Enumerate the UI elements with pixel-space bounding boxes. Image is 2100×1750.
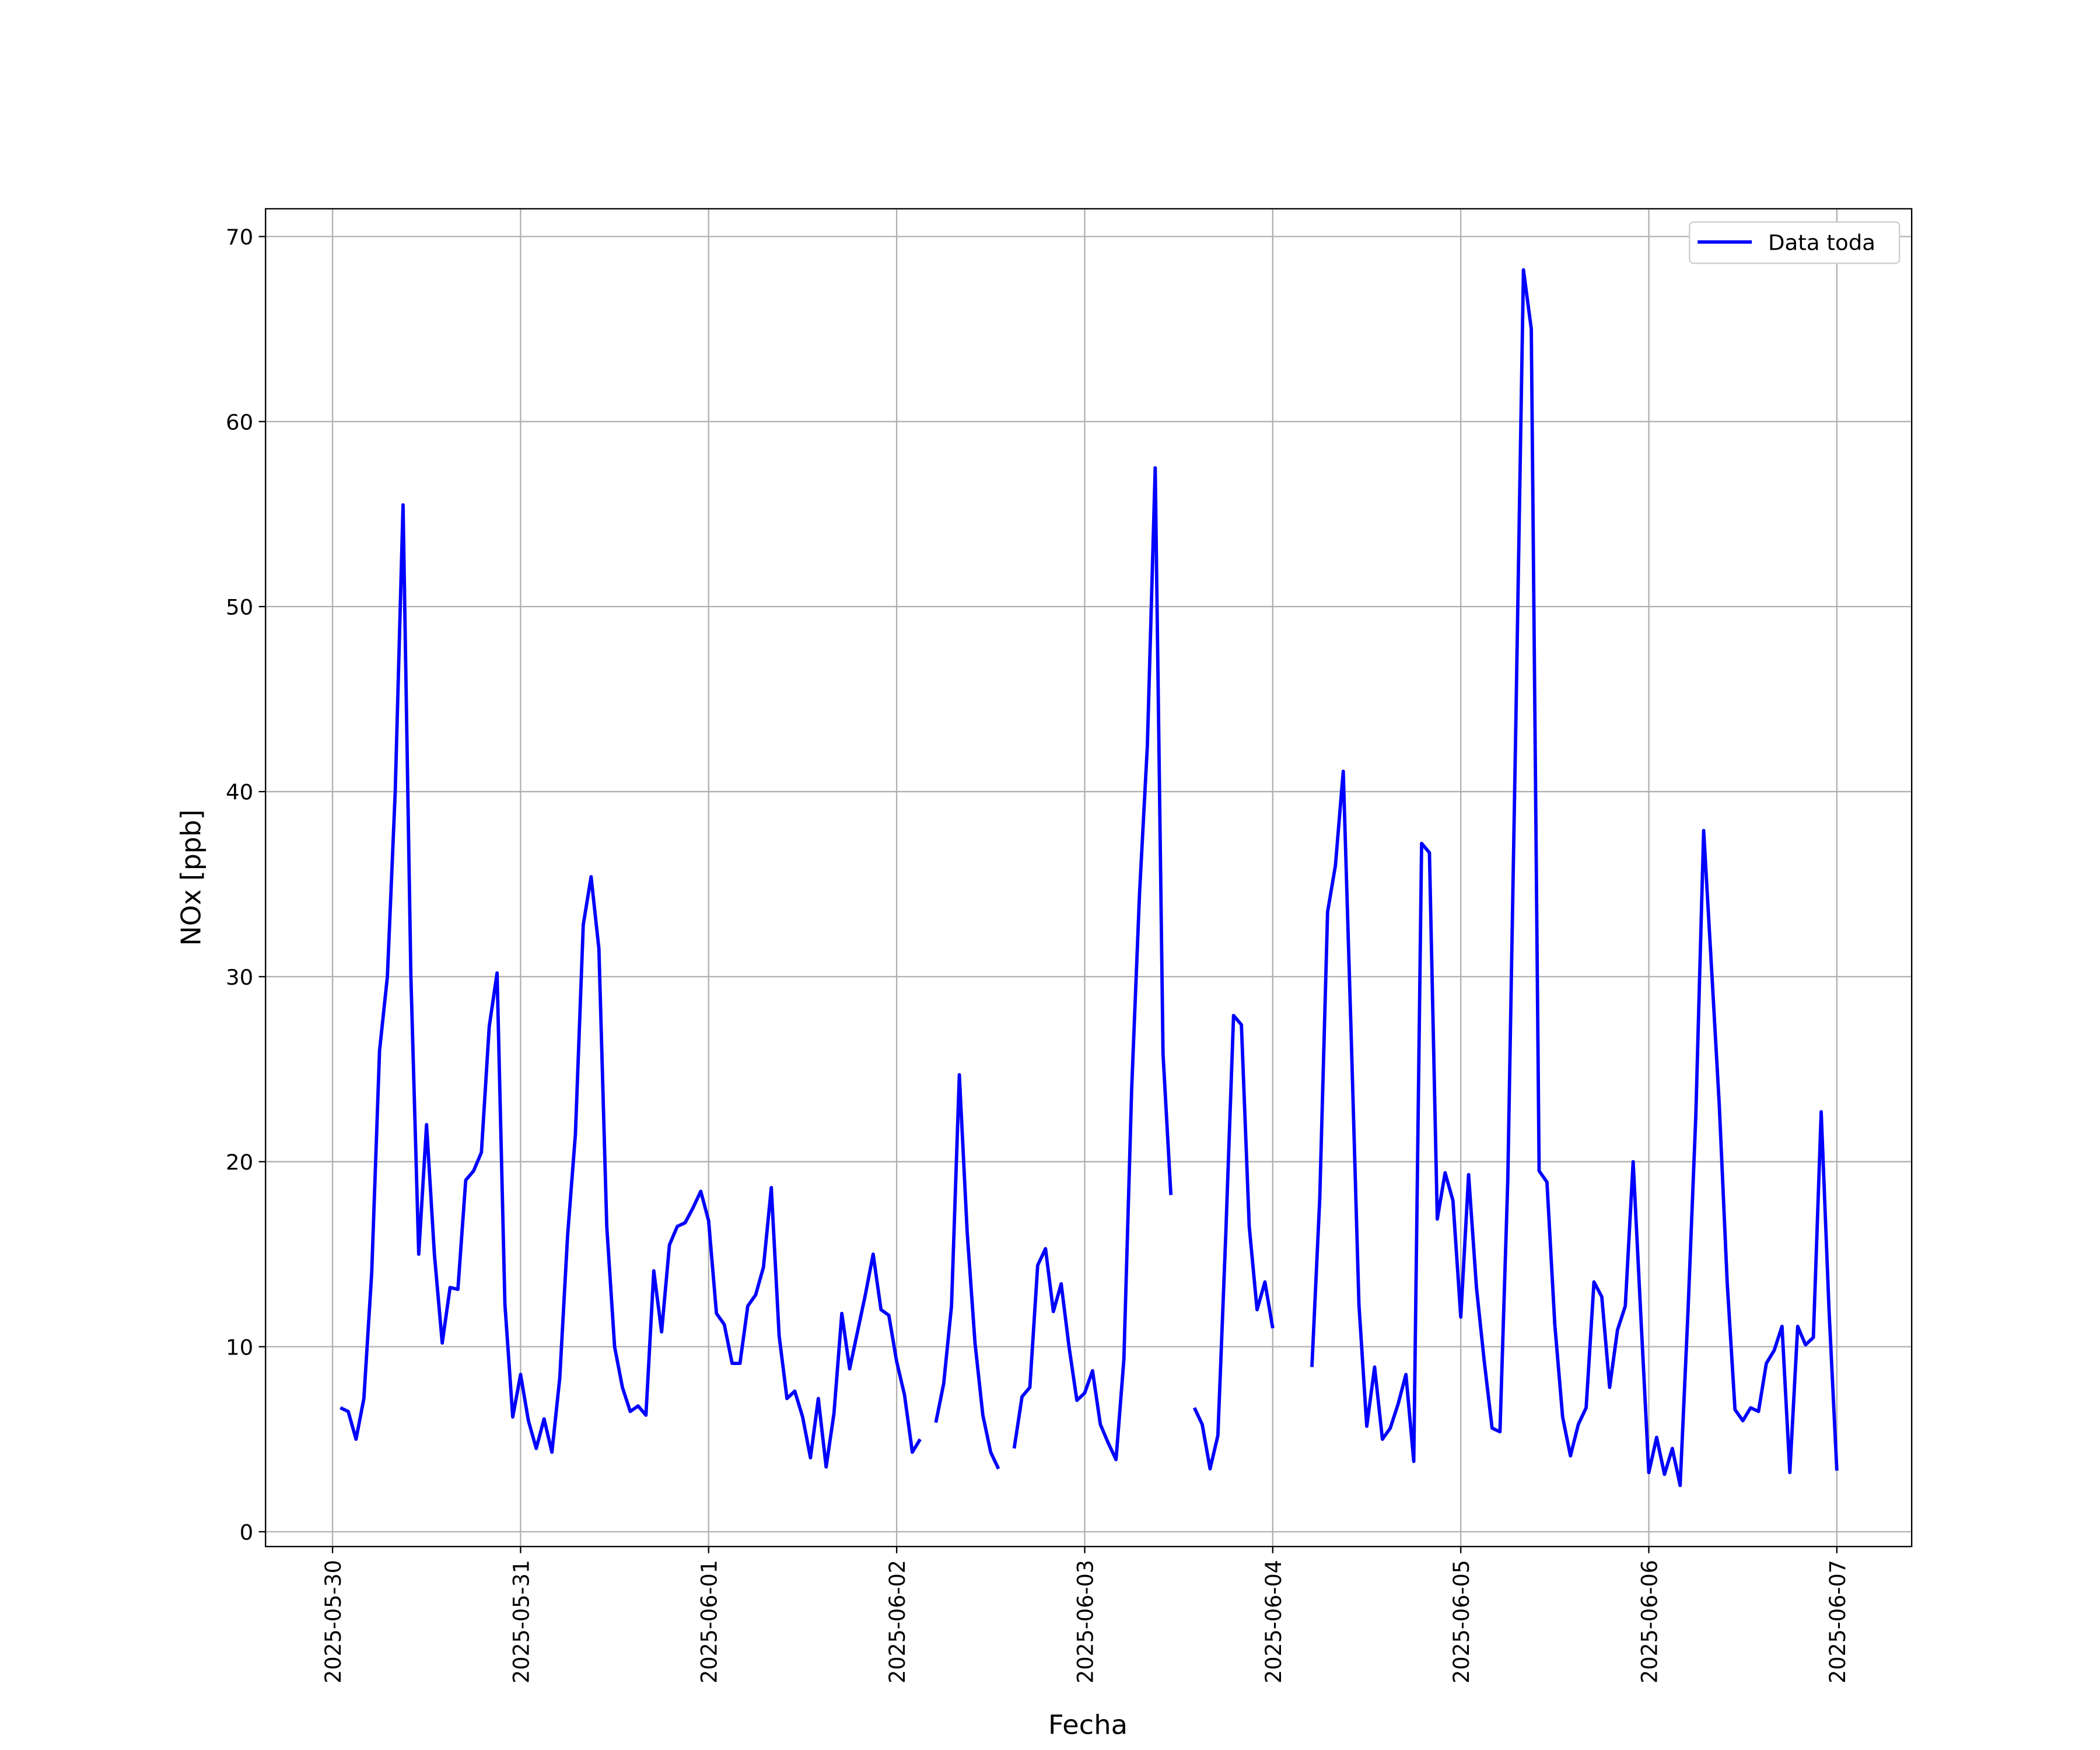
y-axis-label: NOx [ppb]	[175, 810, 207, 946]
x-tick-label: 2025-05-30	[321, 1560, 346, 1684]
x-tick-label: 2025-06-02	[885, 1560, 910, 1684]
y-tick-label: 30	[226, 965, 253, 990]
plot-frame	[265, 208, 1913, 1548]
y-tick-label: 40	[226, 780, 253, 805]
y-tick-label: 0	[240, 1520, 254, 1545]
y-tick-label: 50	[226, 595, 253, 620]
x-tick-label: 2025-06-07	[1825, 1560, 1850, 1684]
x-tick-label: 2025-06-03	[1073, 1560, 1098, 1684]
x-tick-label: 2025-06-04	[1261, 1560, 1286, 1684]
x-tick-label: 2025-06-06	[1637, 1560, 1662, 1684]
y-tick-label: 60	[226, 410, 253, 435]
y-tick-label: 70	[226, 225, 253, 250]
x-tick-label: 2025-06-01	[696, 1560, 722, 1684]
x-axis-label: Fecha	[1048, 1709, 1128, 1740]
data-line	[340, 268, 1839, 1488]
y-tick-label: 10	[226, 1335, 253, 1360]
legend-box	[1689, 221, 1901, 264]
x-tick-label: 2025-05-31	[509, 1560, 534, 1684]
x-tick-label: 2025-06-05	[1449, 1560, 1474, 1684]
legend-label: Data toda	[1768, 230, 1875, 256]
y-tick-label: 20	[226, 1150, 253, 1175]
